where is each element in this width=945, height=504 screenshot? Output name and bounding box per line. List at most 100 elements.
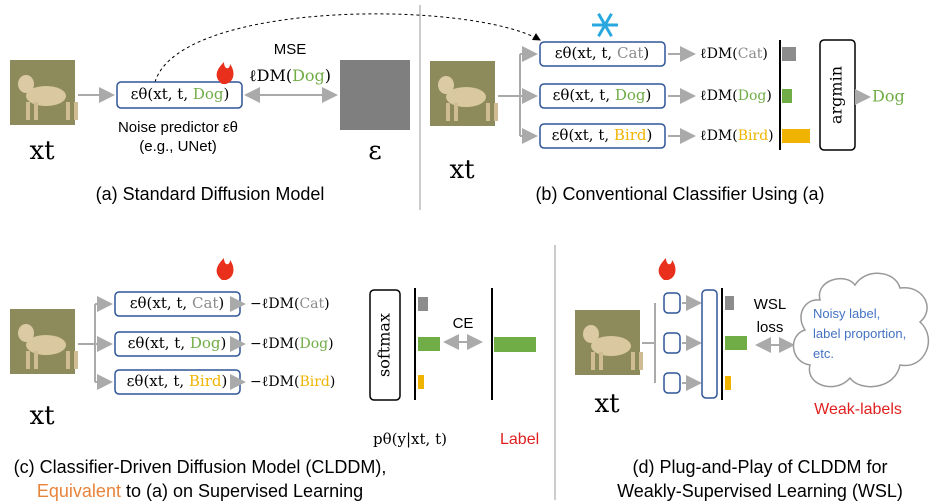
text-part: )	[324, 296, 329, 312]
caption: Weakly-Supervised Learning (WSL)	[617, 481, 903, 501]
dog-leg	[66, 102, 70, 120]
text-part: εθ(xt, t,	[552, 126, 614, 144]
text-part: Cat	[617, 44, 643, 62]
dog-head	[18, 75, 34, 93]
text-part: (c) Classifier-Driven Diffusion Model (C…	[14, 457, 387, 477]
text-part: label proportion,	[813, 326, 906, 341]
text-part: )	[325, 66, 331, 85]
text-part: MSE	[274, 41, 307, 58]
label: Noise predictor εθ	[118, 119, 238, 136]
label: label proportion,	[813, 326, 906, 341]
label: εθ(xt, t, Cat)	[555, 44, 650, 62]
text-part: Noisy label,	[813, 306, 880, 321]
predictor-box	[664, 333, 680, 353]
caption: (b) Conventional Classifier Using (a)	[535, 184, 824, 204]
dog-leg	[639, 352, 643, 370]
dog-leg	[446, 103, 450, 121]
label: ℓDM(Dog)	[700, 88, 772, 104]
text-part: )	[646, 86, 652, 104]
text-part: Weak-labels	[814, 401, 902, 418]
dog-head	[438, 76, 454, 94]
label: CE	[453, 315, 474, 332]
text-part: to (a) on Supervised Learning	[121, 481, 363, 501]
text-part: Bird	[299, 374, 329, 390]
text-part: Dog	[190, 334, 221, 352]
label: Label	[500, 431, 539, 448]
snowflake	[605, 25, 612, 36]
text-part: )	[221, 372, 227, 390]
dog-leg	[26, 351, 30, 369]
label: −ℓDM(Bird)	[250, 374, 335, 390]
text-part: Noise predictor εθ	[118, 119, 238, 136]
label: εθ(xt, t, Cat)	[130, 294, 225, 312]
selector-box	[702, 290, 717, 398]
bar	[418, 337, 440, 351]
label: loss	[757, 319, 784, 336]
text-part: )	[221, 334, 227, 352]
dog-head	[583, 325, 599, 343]
text-part: (b) Conventional Classifier Using (a)	[535, 184, 824, 204]
dog-leg	[34, 351, 38, 369]
text-part: )	[768, 128, 773, 144]
bar	[782, 47, 796, 61]
dog-leg	[454, 103, 458, 121]
text-part: )	[646, 126, 652, 144]
text-part: Dog	[292, 66, 325, 85]
text-part: εθ(xt, t,	[555, 44, 617, 62]
dog-leg	[74, 351, 78, 369]
label: (e.g., UNet)	[139, 138, 217, 155]
snowflake	[599, 14, 606, 25]
bar	[725, 296, 734, 310]
text-part: Cat	[299, 296, 324, 312]
input-label: xt	[449, 155, 475, 185]
dog-leg	[66, 351, 70, 369]
text-part: )	[218, 294, 224, 312]
bar	[725, 376, 731, 390]
target-label: ε	[368, 136, 381, 166]
text-part: Dog	[738, 88, 767, 104]
label: etc.	[813, 346, 834, 361]
dog-leg	[26, 102, 30, 120]
text-part: −ℓDM(	[250, 336, 299, 352]
bar	[418, 375, 424, 389]
dog-leg	[599, 352, 603, 370]
text-part: pθ(y|xt, t)	[373, 430, 447, 448]
noise-image	[340, 60, 410, 130]
text-part: Dog	[193, 85, 224, 103]
caption: (c) Classifier-Driven Diffusion Model (C…	[14, 457, 387, 477]
selector-label: softmax	[375, 313, 394, 377]
text-part: Bird	[189, 372, 222, 390]
label: −ℓDM(Cat)	[250, 296, 330, 312]
text-part: εθ(xt, t,	[130, 294, 192, 312]
figure: xt εθ(xt, t, Dog) Noise predictor εθ (e.g.,…	[0, 0, 945, 504]
text-part: xt	[29, 401, 55, 431]
text-part: ℓDM(	[700, 88, 738, 104]
label: pθ(y|xt, t)	[373, 430, 447, 448]
predictor-box	[664, 293, 680, 313]
text-part: Cat	[192, 294, 218, 312]
dog-head	[18, 324, 34, 342]
text-part: εθ(xt, t,	[128, 334, 190, 352]
dog-leg	[34, 102, 38, 120]
text-part: εθ(xt, t,	[127, 372, 189, 390]
text-part: )	[643, 44, 649, 62]
bar	[782, 129, 810, 143]
label: MSE	[274, 41, 307, 58]
dog-leg	[74, 102, 78, 120]
text-part: Equivalent	[37, 481, 121, 501]
text-part: (a) Standard Diffusion Model	[96, 184, 325, 204]
text-part: (d) Plug-and-Play of CLDDM for	[632, 457, 887, 477]
label: ℓDM(Cat)	[700, 46, 768, 62]
text-part: WSL	[754, 296, 787, 313]
label: εθ(xt, t, Dog)	[128, 334, 227, 352]
snowflake	[599, 25, 606, 36]
text-part: Weakly-Supervised Learning (WSL)	[617, 481, 903, 501]
label-bar	[494, 337, 536, 352]
bar	[725, 336, 747, 350]
text-part: )	[766, 88, 771, 104]
fire-icon	[217, 62, 234, 84]
text-part: Bird	[614, 126, 647, 144]
text-part: etc.	[813, 346, 834, 361]
text-part: )	[330, 374, 335, 390]
predictor-box	[664, 373, 680, 393]
